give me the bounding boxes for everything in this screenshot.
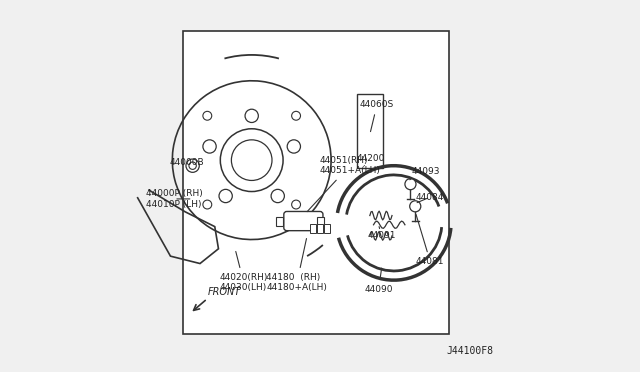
Circle shape	[186, 159, 199, 172]
FancyBboxPatch shape	[310, 224, 316, 233]
Circle shape	[220, 129, 283, 192]
Circle shape	[232, 140, 272, 180]
Circle shape	[271, 189, 284, 203]
Text: 44051(RH)
44051+A(LH): 44051(RH) 44051+A(LH)	[307, 156, 380, 212]
Text: 44200: 44200	[357, 154, 385, 166]
Text: 44180  (RH)
44180+A(LH): 44180 (RH) 44180+A(LH)	[266, 238, 327, 292]
FancyBboxPatch shape	[276, 217, 283, 225]
Circle shape	[219, 189, 232, 203]
Text: 44091: 44091	[367, 227, 396, 240]
Text: 44093: 44093	[410, 167, 440, 180]
Text: 44090: 44090	[364, 268, 393, 294]
Circle shape	[203, 200, 212, 209]
Text: 44000P (RH)
44010P (LH): 44000P (RH) 44010P (LH)	[146, 189, 202, 209]
FancyBboxPatch shape	[284, 211, 323, 231]
Circle shape	[292, 111, 301, 120]
Circle shape	[410, 201, 420, 212]
Text: J44100F8: J44100F8	[447, 346, 493, 356]
FancyBboxPatch shape	[317, 224, 323, 233]
Circle shape	[203, 140, 216, 153]
FancyBboxPatch shape	[317, 217, 324, 225]
Text: 44081: 44081	[416, 215, 445, 266]
Circle shape	[292, 200, 301, 209]
Circle shape	[189, 162, 196, 169]
FancyBboxPatch shape	[184, 31, 449, 334]
Text: 44060S: 44060S	[360, 100, 394, 132]
Circle shape	[405, 179, 416, 190]
Circle shape	[245, 109, 259, 122]
FancyBboxPatch shape	[324, 224, 330, 233]
Text: FRONT: FRONT	[207, 287, 241, 297]
Text: 44020(RH)
44030(LH): 44020(RH) 44030(LH)	[220, 251, 268, 292]
FancyBboxPatch shape	[357, 94, 383, 167]
Circle shape	[287, 140, 300, 153]
Text: 44084: 44084	[416, 193, 444, 203]
Text: 44000B: 44000B	[170, 157, 204, 167]
Circle shape	[203, 111, 212, 120]
